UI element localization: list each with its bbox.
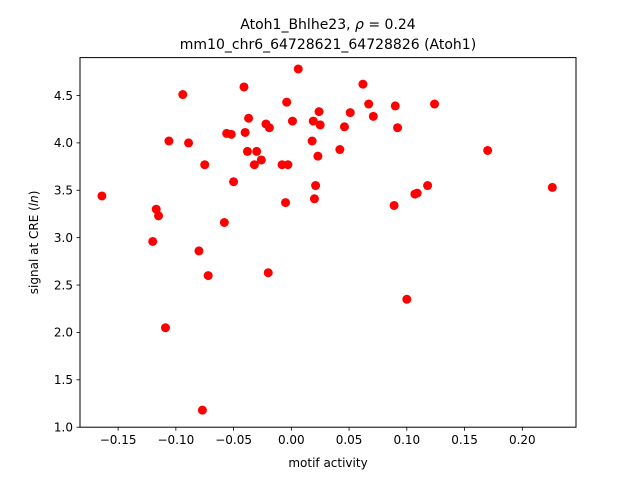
data-point — [307, 136, 317, 146]
y-axis-label-suffix: ) — [27, 191, 41, 196]
data-point — [263, 268, 273, 278]
data-point — [164, 136, 174, 146]
x-tick-label: 0.00 — [278, 433, 305, 447]
y-tick-label: 2.5 — [54, 278, 73, 292]
x-axis-label: motif activity — [288, 456, 367, 470]
data-point — [483, 145, 493, 155]
x-axis-ticks: −0.15 −0.10 −0.05 0.00 0.05 0.10 0.15 0.20 — [100, 427, 536, 447]
data-point — [244, 113, 254, 123]
data-point — [368, 111, 378, 121]
data-point — [200, 160, 210, 170]
data-point — [203, 271, 213, 281]
y-tick-label: 3.0 — [54, 231, 73, 245]
x-tick-label: 0.05 — [336, 433, 363, 447]
chart-title-line2: mm10_chr6_64728621_64728826 (Atoh1) — [180, 37, 476, 53]
data-point — [242, 146, 252, 156]
data-point — [335, 145, 345, 155]
x-tick-label: 0.10 — [393, 433, 420, 447]
y-tick-label: 4.5 — [54, 89, 73, 103]
data-point — [264, 123, 274, 133]
data-point — [315, 120, 325, 130]
chart-title: Atoh1_Bhlhe23, ρ = 0.24 mm10_chr6_647286… — [180, 17, 476, 53]
data-point — [252, 146, 262, 156]
data-point — [197, 405, 207, 415]
data-point — [229, 177, 239, 187]
data-point — [358, 79, 368, 89]
data-point — [226, 129, 236, 139]
data-point — [160, 323, 170, 333]
chart-title-line1: Atoh1_Bhlhe23, ρ = 0.24 — [240, 17, 416, 33]
data-point — [311, 181, 321, 191]
data-point — [219, 218, 229, 227]
data-point — [412, 188, 422, 198]
data-point — [194, 246, 204, 256]
data-point — [308, 116, 318, 126]
x-tick-label: −0.15 — [100, 433, 137, 447]
data-point — [178, 90, 188, 100]
chart-title-prefix: Atoh1_Bhlhe23, — [240, 17, 355, 33]
data-point — [345, 108, 355, 118]
y-axis-label-prefix: signal at CRE ( — [27, 206, 41, 294]
data-point — [309, 194, 319, 204]
data-point — [547, 182, 557, 192]
y-axis-label: signal at CRE (ln) — [27, 191, 41, 295]
data-point — [389, 200, 399, 210]
data-point — [390, 101, 400, 111]
chart-title-rho: ρ — [355, 17, 364, 33]
y-tick-label: 1.0 — [54, 421, 73, 435]
data-point — [313, 151, 323, 161]
chart-title-suffix: = 0.24 — [364, 17, 416, 33]
y-axis-ticks: 1.0 1.5 2.0 2.5 3.0 3.5 4.0 4.5 — [54, 89, 80, 435]
data-point — [430, 99, 440, 109]
plot-frame — [79, 57, 577, 428]
x-tick-label: 0.15 — [451, 433, 478, 447]
y-tick-label: 1.5 — [54, 373, 73, 387]
y-tick-label: 3.5 — [54, 184, 73, 198]
y-tick-label: 4.0 — [54, 136, 73, 150]
data-point — [240, 127, 250, 137]
data-point — [287, 116, 297, 126]
data-point — [283, 160, 293, 170]
data-point — [393, 123, 403, 133]
data-point — [249, 160, 259, 170]
data-point — [239, 82, 249, 92]
data-point — [148, 236, 158, 246]
x-tick-label: −0.10 — [157, 433, 194, 447]
data-point — [282, 97, 292, 107]
data-points — [97, 64, 557, 415]
data-point — [364, 99, 374, 109]
x-tick-label: −0.05 — [215, 433, 252, 447]
data-point — [423, 181, 433, 191]
y-axis-label-italic: ln — [27, 195, 41, 206]
y-tick-label: 2.0 — [54, 326, 73, 340]
data-point — [402, 294, 412, 304]
data-point — [314, 107, 324, 117]
data-point — [293, 64, 303, 74]
plot-area — [80, 57, 576, 428]
data-point — [281, 198, 291, 208]
data-point — [154, 211, 164, 221]
data-point — [184, 138, 194, 148]
data-point — [256, 155, 266, 165]
data-point — [97, 191, 107, 201]
data-point — [339, 122, 349, 132]
x-tick-label: 0.20 — [509, 433, 536, 447]
